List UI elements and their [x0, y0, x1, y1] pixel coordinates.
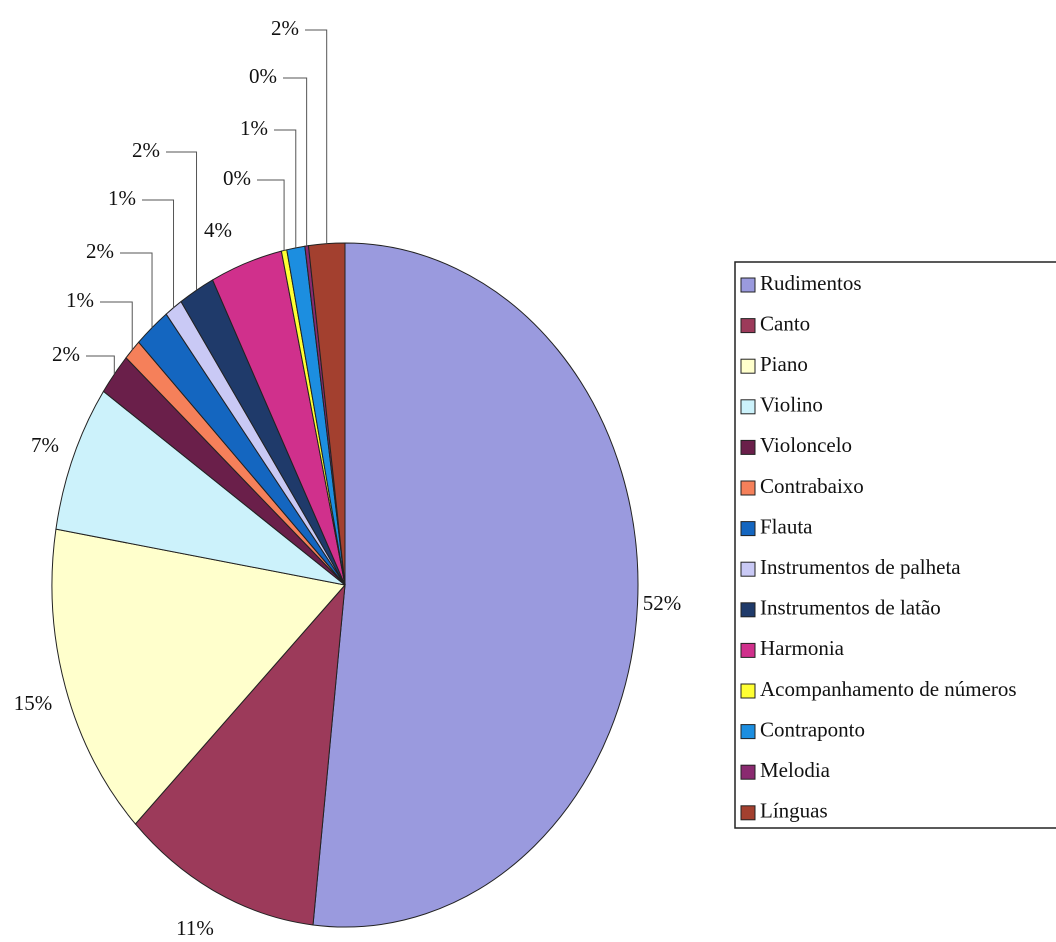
- legend-swatch: [740, 439, 756, 455]
- leader-line: [305, 29, 328, 244]
- data-label: 1%: [240, 116, 268, 140]
- legend-label: Línguas: [760, 799, 828, 823]
- leader-line: [142, 199, 175, 308]
- legend-swatch: [740, 277, 756, 293]
- leader-line: [100, 301, 133, 350]
- legend-box: [734, 261, 1056, 829]
- pie-slice: [55, 390, 346, 586]
- legend-swatch: [740, 805, 756, 821]
- legend-label: Contrabaixo: [760, 474, 864, 498]
- legend-label: Violoncelo: [760, 433, 852, 457]
- legend-label: Piano: [760, 352, 808, 376]
- data-label: 2%: [132, 138, 160, 162]
- legend-label: Flauta: [760, 514, 813, 538]
- leader-line: [166, 151, 198, 291]
- legend-swatch: [740, 521, 756, 537]
- legend-swatch: [740, 764, 756, 780]
- leader-line: [283, 77, 308, 246]
- data-label: 1%: [108, 186, 136, 210]
- legend-label: Acompanhamento de números: [760, 677, 1017, 701]
- legend-label: Harmonia: [760, 636, 845, 660]
- pie-slice: [312, 242, 639, 928]
- leader-line: [274, 129, 297, 248]
- data-label: 11%: [176, 916, 214, 940]
- legend-swatch: [740, 683, 756, 699]
- data-label: 4%: [204, 218, 232, 242]
- leader-line: [120, 252, 153, 328]
- data-label: 2%: [86, 239, 114, 263]
- legend-swatch: [740, 318, 756, 334]
- data-label: 15%: [14, 691, 53, 715]
- legend-swatch: [740, 480, 756, 496]
- data-label: 0%: [223, 166, 251, 190]
- data-label: 2%: [271, 16, 299, 40]
- legend-swatch: [740, 642, 756, 658]
- data-label: 1%: [66, 288, 94, 312]
- legend-swatch: [740, 602, 756, 618]
- legend-label: Instrumentos de latão: [760, 596, 941, 620]
- legend-label: Rudimentos: [760, 271, 862, 295]
- data-label: 0%: [249, 64, 277, 88]
- legend-label: Melodia: [760, 758, 831, 782]
- legend-label: Contraponto: [760, 717, 865, 741]
- data-label: 7%: [31, 433, 59, 457]
- data-label: 2%: [52, 342, 80, 366]
- legend-swatch: [740, 358, 756, 374]
- data-label: 52%: [643, 591, 682, 615]
- legend-label: Violino: [760, 393, 823, 417]
- legend-swatch: [740, 561, 756, 577]
- pie-slice: [134, 583, 346, 926]
- legend-swatch: [740, 724, 756, 740]
- legend-label: Canto: [760, 311, 810, 335]
- leader-line: [257, 179, 285, 251]
- leader-line: [86, 355, 115, 375]
- pie-slice: [51, 528, 346, 825]
- legend-label: Instrumentos de palheta: [760, 555, 961, 579]
- legend-swatch: [740, 399, 756, 415]
